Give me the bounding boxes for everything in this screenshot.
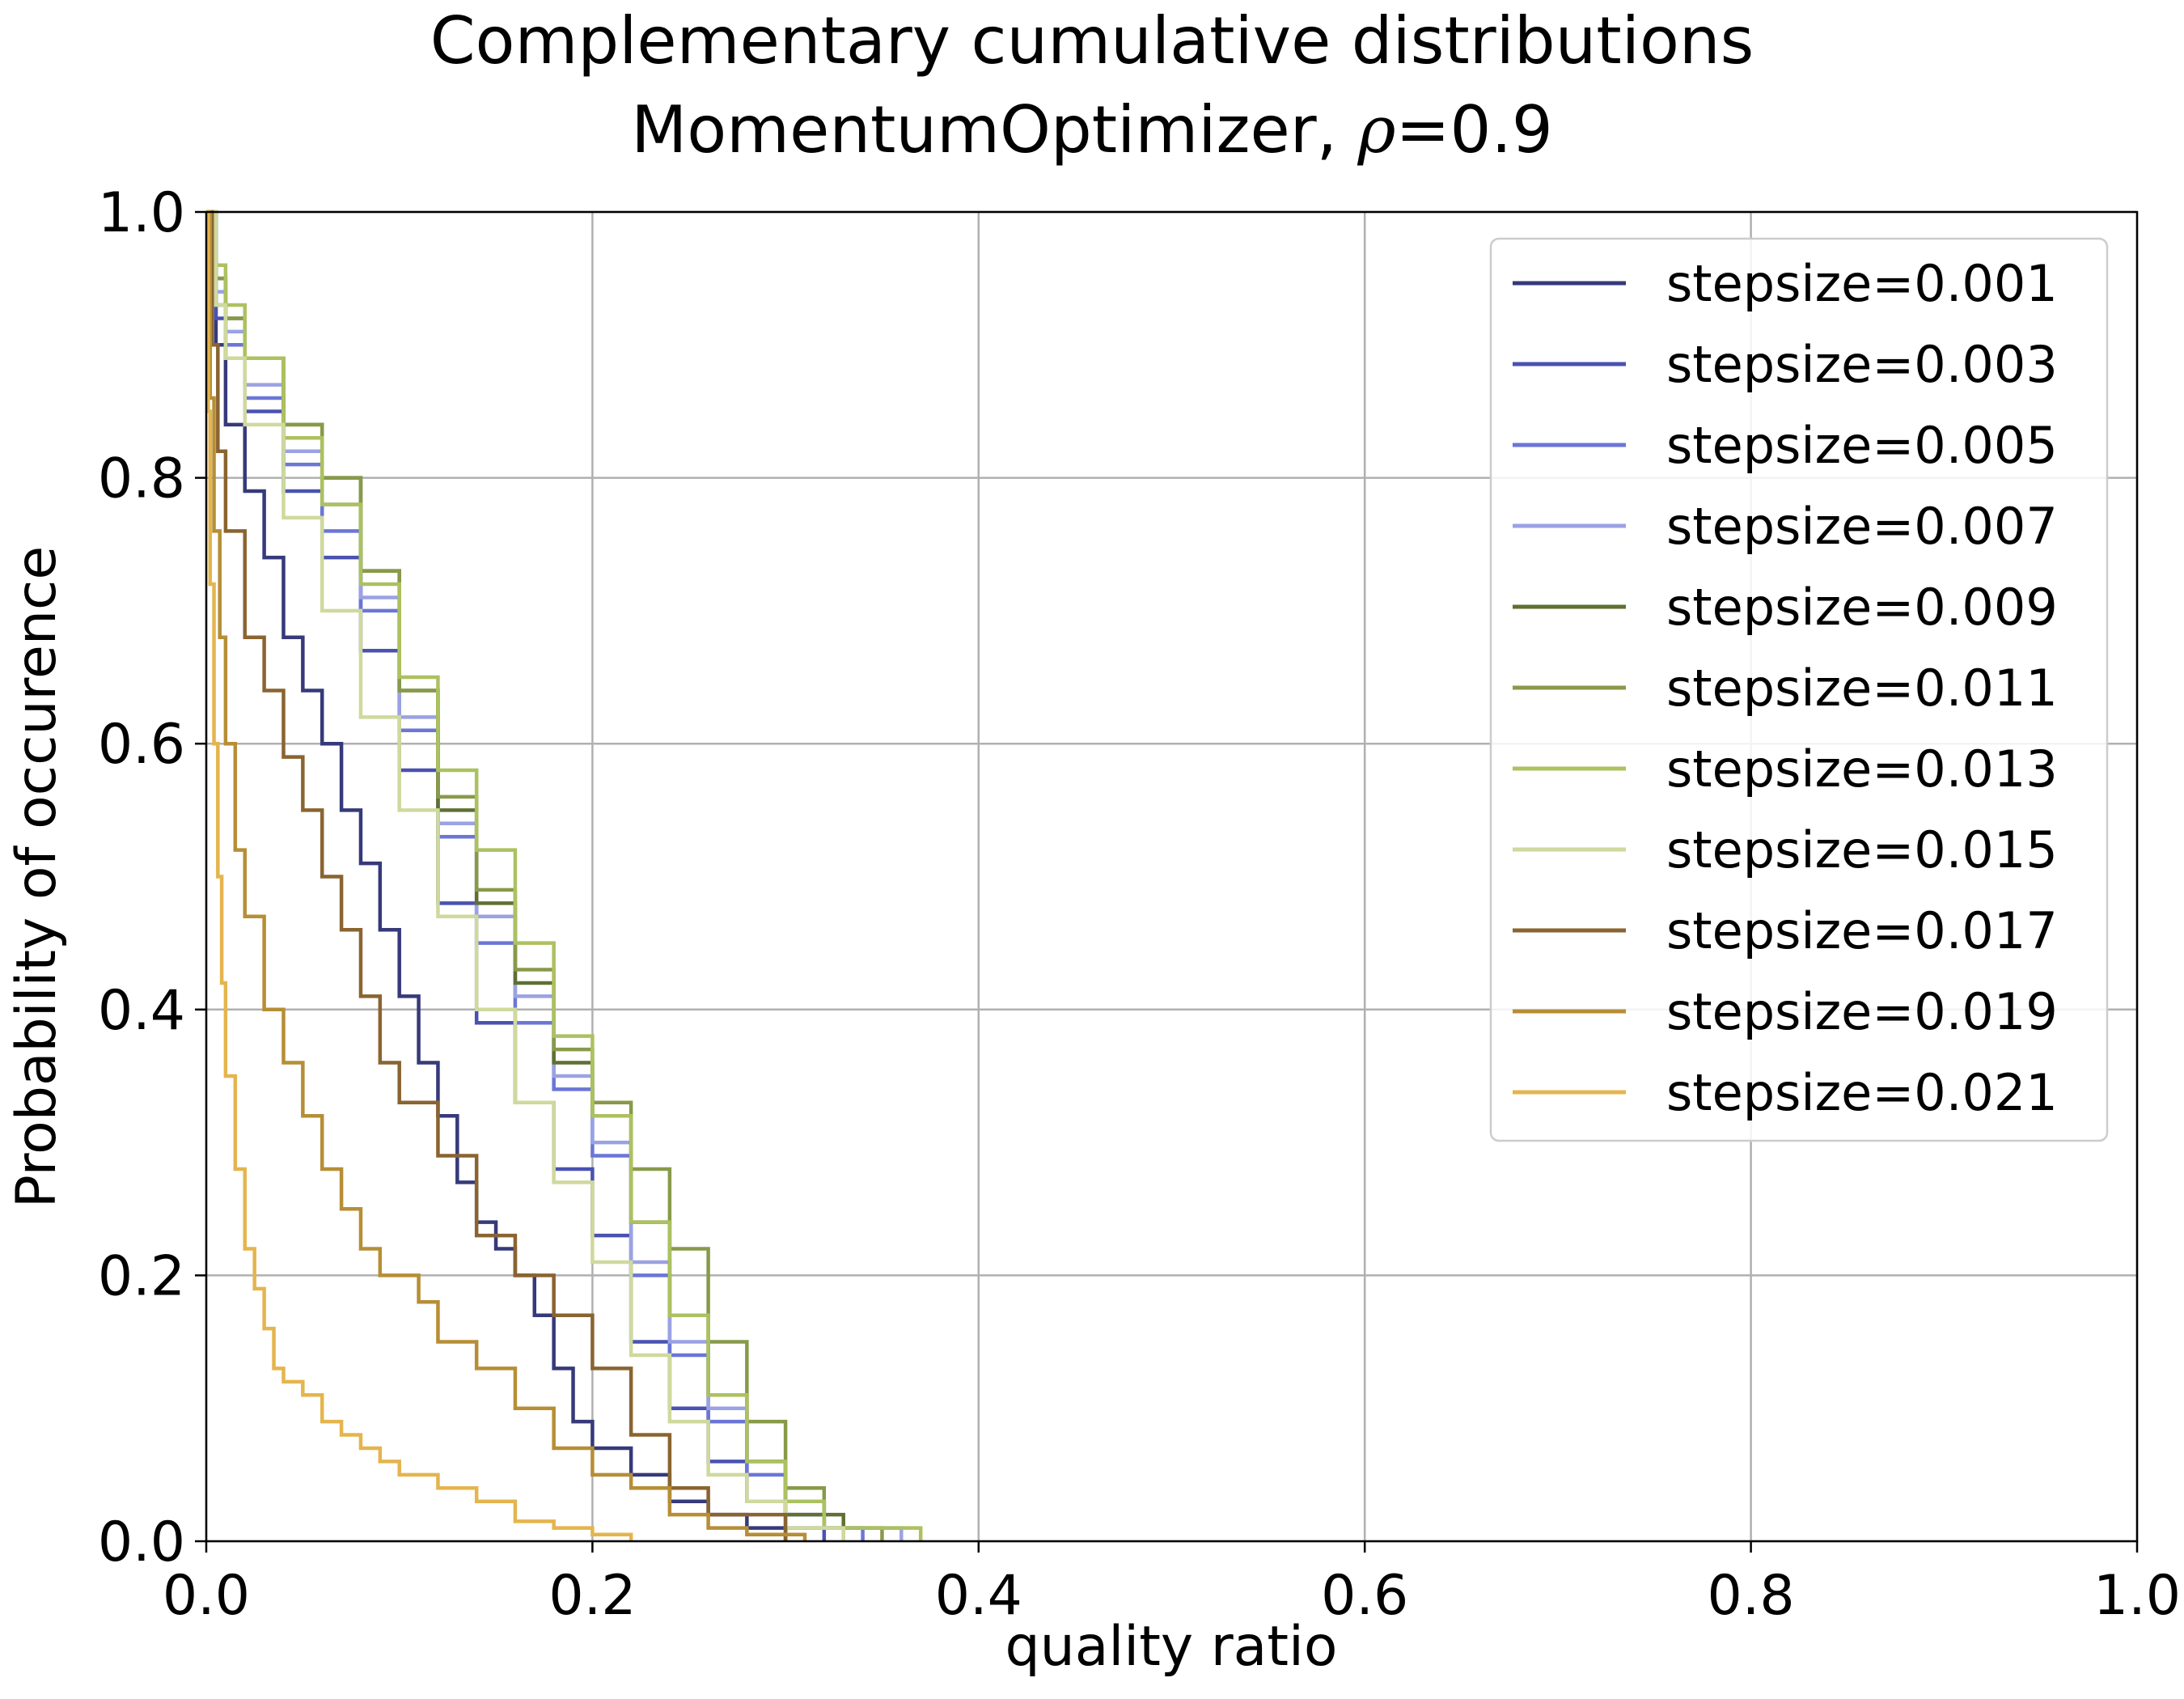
legend: stepsize=0.001 stepsize=0.003 stepsize=0.0… <box>1489 237 2109 1142</box>
series-line-stepsize-0-013 <box>206 210 923 1541</box>
chart-title-line2: MomentumOptimizer, ρ=0.9 <box>631 92 1553 167</box>
legend-label: stepsize=0.005 <box>1666 416 2058 475</box>
legend-label: stepsize=0.013 <box>1666 739 2058 799</box>
series-group <box>206 210 923 1541</box>
legend-box <box>1489 237 2109 1142</box>
plot-frame <box>205 210 2139 1543</box>
legend-label: stepsize=0.017 <box>1666 901 2058 960</box>
x-tick-label: 0.8 <box>1708 1564 1795 1628</box>
legend-label: stepsize=0.003 <box>1666 335 2058 394</box>
series-line-stepsize-0-005 <box>206 210 865 1541</box>
y-tick-label: 0.8 <box>98 447 185 511</box>
legend-label: stepsize=0.007 <box>1666 497 2058 556</box>
y-axis-label: Probability of occurence <box>5 546 69 1208</box>
title-rho-symbol: ρ <box>1357 92 1395 167</box>
x-tick-label: 0.4 <box>935 1564 1022 1628</box>
y-tick-label: 0.6 <box>98 713 185 777</box>
x-tick-label: 0.2 <box>548 1564 636 1628</box>
title-line2-suffix: =0.9 <box>1396 92 1553 167</box>
x-axis-label: quality ratio <box>1005 1615 1337 1679</box>
y-tick-label: 1.0 <box>98 181 185 245</box>
title-line2-prefix: MomentumOptimizer, <box>631 92 1357 167</box>
ticks: 0.0 0.2 0.4 0.6 0.8 1.0 0.0 0.2 0.4 0.6 0.8 1.0 <box>98 181 2181 1628</box>
x-tick-label: 1.0 <box>2093 1564 2181 1628</box>
x-tick-label: 0.6 <box>1321 1564 1408 1628</box>
legend-label: stepsize=0.021 <box>1666 1063 2058 1122</box>
series-line-stepsize-0-011 <box>206 210 884 1541</box>
legend-label: stepsize=0.001 <box>1666 254 2058 313</box>
series-line-stepsize-0-017 <box>206 210 788 1541</box>
series-line-stepsize-0-021 <box>206 210 633 1541</box>
legend-label: stepsize=0.019 <box>1666 982 2058 1041</box>
y-tick-label: 0.2 <box>98 1244 185 1308</box>
x-tick-label: 0.0 <box>163 1564 250 1628</box>
chart-title-line1: Complementary cumulative distributions <box>430 3 1754 78</box>
legend-label: stepsize=0.009 <box>1666 578 2058 637</box>
series-line-stepsize-0-019 <box>206 210 807 1541</box>
y-tick-label: 0.4 <box>98 979 185 1043</box>
legend-label: stepsize=0.011 <box>1666 659 2058 718</box>
legend-label: stepsize=0.015 <box>1666 820 2058 879</box>
y-tick-label: 0.0 <box>98 1510 185 1574</box>
series-line-stepsize-0-015 <box>206 210 845 1541</box>
